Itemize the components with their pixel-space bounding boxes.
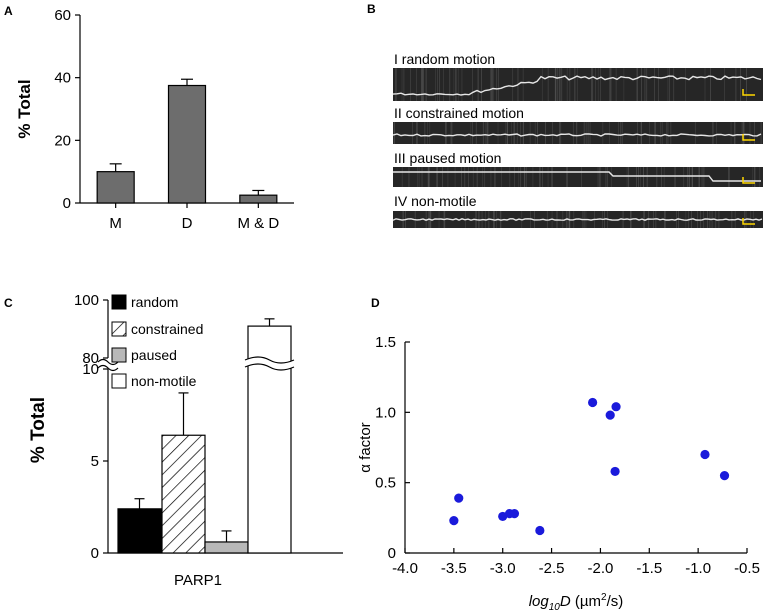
panel-letter-c: C xyxy=(4,296,13,310)
x-tick-label: -3.0 xyxy=(490,560,516,577)
x-tick-label: -0.5 xyxy=(734,560,760,577)
kymo-trace-paused xyxy=(393,171,761,182)
y-tick-label: 1.0 xyxy=(375,404,396,421)
y-tick-label: 60 xyxy=(54,7,71,24)
panel-letter-b: B xyxy=(367,2,376,16)
kymo-trace-random xyxy=(392,75,762,96)
data-point-1 xyxy=(449,516,459,526)
scale-bar-nonmotile xyxy=(742,218,755,225)
kymo-strip-constrained xyxy=(393,122,763,144)
data-point-6 xyxy=(535,525,545,536)
scale-bar-constrained xyxy=(742,134,755,141)
scale-bar-random xyxy=(742,89,755,96)
x-tick-label-m: M xyxy=(109,215,122,232)
legend-label-constrained: constrained xyxy=(131,321,203,337)
panel-letter-a: A xyxy=(4,4,13,18)
y-tick-label: 0 xyxy=(63,195,71,212)
legend-label-non-motile: non-motile xyxy=(131,373,197,389)
y-tick-label: 40 xyxy=(54,70,71,87)
x-axis-label: log10D (µm2/s) xyxy=(529,592,624,613)
data-point-12 xyxy=(719,471,730,481)
y-tick-label: 10 xyxy=(82,361,99,378)
x-tick-label: -2.5 xyxy=(539,560,565,577)
legend-swatch-non-motile xyxy=(111,373,127,389)
data-point-7 xyxy=(588,397,598,408)
bar-random xyxy=(117,508,162,554)
data-point-10 xyxy=(610,466,620,477)
legend-swatch-paused xyxy=(111,347,127,363)
kymo-trace-constrained xyxy=(392,133,762,137)
y-tick-label: 1.5 xyxy=(375,334,396,351)
y-tick-label: 80 xyxy=(82,350,99,367)
legend-label-random: random xyxy=(131,294,178,310)
x-tick-label: -1.0 xyxy=(685,560,711,577)
axis-break-mark xyxy=(97,364,119,372)
kymo-strip-random xyxy=(393,68,763,101)
y-tick-label: 5 xyxy=(91,453,99,470)
data-point-9 xyxy=(611,402,621,412)
y-tick-label: 100 xyxy=(74,292,99,309)
axis-break-mark xyxy=(97,358,119,366)
bar-d xyxy=(167,84,207,204)
bar-break-line xyxy=(244,356,295,364)
x-tick-label-d: D xyxy=(182,215,193,232)
x-tick-label: -4.0 xyxy=(392,560,418,577)
kymo-label-nonmotile: IV non-motile xyxy=(394,193,477,209)
y-axis-label: % Total xyxy=(15,79,34,138)
y-tick-label: 0.5 xyxy=(375,475,396,492)
y-tick-label: 0 xyxy=(388,545,396,562)
x-tick-label: -2.0 xyxy=(587,560,613,577)
x-tick-label: -1.5 xyxy=(636,560,662,577)
kymo-label-random: I random motion xyxy=(394,51,496,67)
panel-letter-d: D xyxy=(371,296,380,310)
bar-m-d xyxy=(239,194,278,204)
scale-bar-paused xyxy=(742,177,755,184)
kymo-label-constrained: II constrained motion xyxy=(394,105,524,121)
y-tick-label: 20 xyxy=(54,132,71,149)
kymo-trace-nonmotile xyxy=(392,218,763,221)
x-axis-label: PARP1 xyxy=(174,572,222,589)
bar-constrained xyxy=(161,434,206,554)
bar-m xyxy=(96,171,135,204)
data-point-8 xyxy=(605,410,615,420)
data-point-11 xyxy=(700,449,710,460)
y-tick-label: 0 xyxy=(91,545,99,562)
y-axis-label: % Total xyxy=(28,397,49,463)
legend-swatch-constrained xyxy=(111,321,127,337)
x-tick-label: -3.5 xyxy=(441,560,467,577)
data-point-5 xyxy=(509,509,520,519)
legend-label-paused: paused xyxy=(131,347,177,363)
data-point-2 xyxy=(454,493,464,503)
bar-break-line xyxy=(244,363,295,371)
kymo-label-paused: III paused motion xyxy=(394,150,502,166)
y-axis-label: α factor xyxy=(357,422,374,472)
x-tick-label-m-d: M & D xyxy=(237,215,279,232)
bar-break-gap xyxy=(245,357,294,370)
legend-swatch-random xyxy=(111,294,127,310)
